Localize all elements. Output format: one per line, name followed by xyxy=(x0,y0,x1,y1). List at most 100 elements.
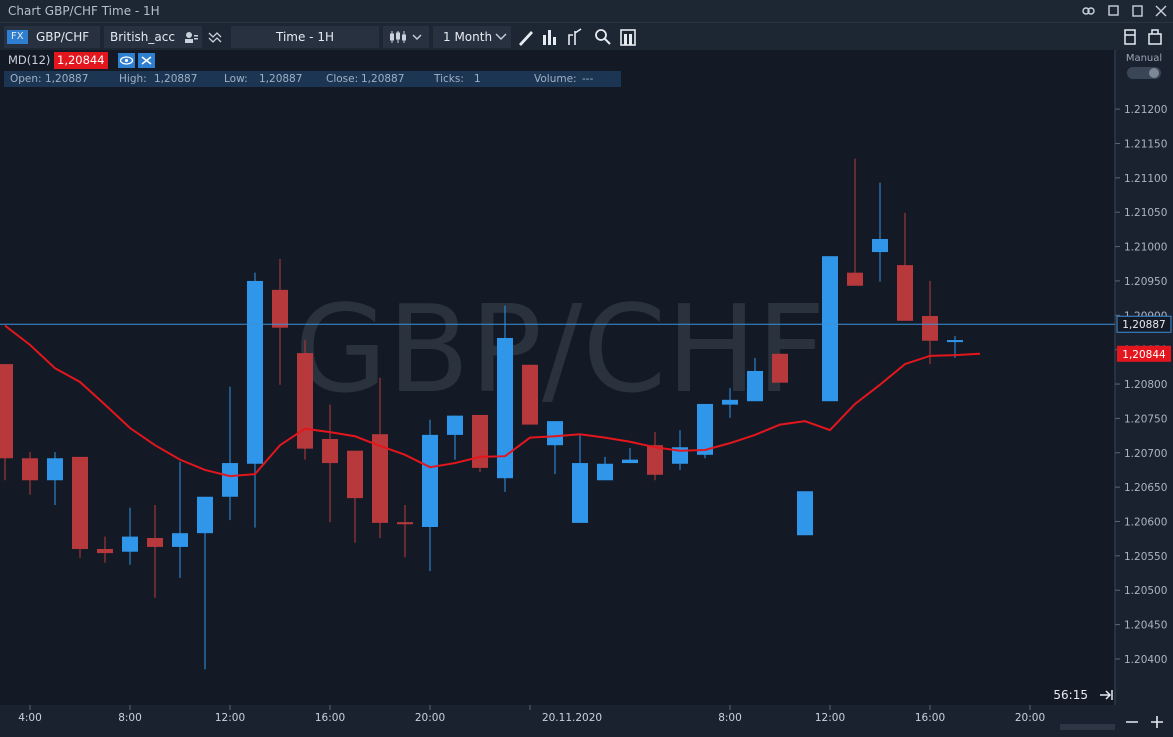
account: British_acc xyxy=(110,30,175,44)
watermark: GBP/CHF xyxy=(294,281,825,420)
toolbar: FX GBP/CHF British_acc Time - 1H 1 Month xyxy=(0,22,1173,50)
ohlc-label: High: xyxy=(119,73,147,85)
candle-body xyxy=(47,458,63,481)
candle-body xyxy=(322,439,338,464)
x-tick-label: 16:00 xyxy=(915,712,945,724)
candle-body xyxy=(97,548,113,554)
ma-marker xyxy=(1117,345,1171,362)
x-tick-label: 8:00 xyxy=(118,712,142,724)
ohlc-label: Open: xyxy=(10,73,42,85)
candle-body xyxy=(397,522,413,525)
candle-body xyxy=(522,364,538,425)
y-tick-label: 1.21000 xyxy=(1124,242,1167,254)
candle-body xyxy=(797,491,813,536)
y-tick-label: 1.21050 xyxy=(1124,207,1167,219)
compare-icon[interactable] xyxy=(208,30,224,44)
x-tick-label: 8:00 xyxy=(718,712,742,724)
title-bar: Chart GBP/CHF Time - 1H xyxy=(0,0,1173,22)
market-badge: FX xyxy=(7,30,28,44)
ohlc-value: 1 xyxy=(474,73,481,85)
ohlc-label: Ticks: xyxy=(434,73,464,85)
x-tick-label: 20.11.2020 xyxy=(542,712,602,724)
candle-body xyxy=(847,272,863,286)
candle-body xyxy=(172,533,188,547)
ma-marker-label: 1,20844 xyxy=(1122,349,1166,361)
timeframe-button[interactable]: Time - 1H xyxy=(231,26,379,48)
ohlc-value: 1,20887 xyxy=(45,73,89,85)
candle-body xyxy=(747,370,763,402)
candle-body xyxy=(222,463,238,497)
symbol: GBP/CHF xyxy=(36,30,90,44)
time-axis-panel xyxy=(0,705,1115,737)
zoom-buttons[interactable] xyxy=(1126,716,1163,728)
ohlc-value: 1,20887 xyxy=(259,73,303,85)
indicator-name: MD(12) xyxy=(8,53,51,67)
candle-body xyxy=(547,421,563,446)
candle-body xyxy=(922,315,938,341)
countdown: 56:15 xyxy=(1053,688,1088,702)
candle-body xyxy=(822,256,838,402)
window-controls[interactable] xyxy=(1080,4,1170,18)
ohlc-info: Open: 1,20887 High: 1,20887 Low: 1,20887 Close… xyxy=(4,71,621,87)
candle-body xyxy=(897,265,913,321)
ohlc-label: Volume: xyxy=(534,73,577,85)
y-tick-label: 1.20950 xyxy=(1124,276,1167,288)
range-button[interactable]: 1 Month xyxy=(433,26,511,48)
chart: GBP/CHF 1.20400 1.20450 1.20500 1.20550 1.20… xyxy=(0,50,1173,737)
scroll-end-icon[interactable] xyxy=(1100,690,1113,700)
mode-knob xyxy=(1149,68,1159,78)
ohlc-label: Low: xyxy=(224,73,248,85)
scrollbar[interactable] xyxy=(1060,724,1115,730)
candle-body xyxy=(447,415,463,435)
symbol-button[interactable]: FX GBP/CHF xyxy=(4,26,100,48)
plot-background xyxy=(0,50,1115,705)
right-icons[interactable] xyxy=(1120,27,1170,47)
candle-body xyxy=(572,463,588,523)
tool-icons[interactable] xyxy=(515,27,645,47)
y-tick-label: 1.20600 xyxy=(1124,516,1167,528)
x-tick-label: 16:00 xyxy=(315,712,345,724)
price-marker xyxy=(1116,315,1172,333)
candle-body xyxy=(622,459,638,464)
candle-body xyxy=(122,536,138,552)
y-tick-label: 1.21100 xyxy=(1124,173,1167,185)
y-tick-label: 1.20400 xyxy=(1124,654,1167,666)
candle-body xyxy=(497,337,513,479)
y-tick-label: 1.20700 xyxy=(1124,448,1167,460)
chart-type-button[interactable] xyxy=(383,26,429,48)
candle-body xyxy=(347,450,363,499)
y-tick-label: 1.20450 xyxy=(1124,620,1167,632)
y-tick-label: 1.21150 xyxy=(1124,138,1167,150)
account-button[interactable]: British_acc xyxy=(104,26,202,48)
y-tick-label: 1.20550 xyxy=(1124,551,1167,563)
candle-body xyxy=(472,414,488,468)
x-tick-label: 20:00 xyxy=(1015,712,1045,724)
candle-body xyxy=(597,463,613,481)
indicator-buttons[interactable] xyxy=(118,52,160,69)
window-title: Chart GBP/CHF Time - 1H xyxy=(8,4,160,18)
timeframe: Time - 1H xyxy=(276,30,334,44)
x-tick-label: 12:00 xyxy=(215,712,245,724)
ohlc-label: Close: xyxy=(326,73,359,85)
range: 1 Month xyxy=(443,30,493,44)
x-tick-label: 20:00 xyxy=(415,712,445,724)
y-tick-label: 1.20800 xyxy=(1124,379,1167,391)
candle-body xyxy=(872,239,888,253)
price-marker-label: 1,20887 xyxy=(1122,319,1165,331)
candle-body xyxy=(72,456,88,549)
mode-label: Manual xyxy=(1126,53,1162,64)
candle-body xyxy=(772,353,788,383)
x-tick-label: 4:00 xyxy=(18,712,42,724)
candle-body xyxy=(722,399,738,405)
candle-body xyxy=(197,496,213,534)
price-axis-panel xyxy=(1115,50,1173,737)
candle-body xyxy=(647,445,663,475)
moving-average xyxy=(4,324,981,478)
candle-body xyxy=(22,458,38,481)
candle-body xyxy=(697,403,713,455)
candle-body xyxy=(297,353,313,449)
candle-body xyxy=(0,364,13,459)
y-tick-label: 1.20750 xyxy=(1124,413,1167,425)
candle-body xyxy=(272,289,288,328)
